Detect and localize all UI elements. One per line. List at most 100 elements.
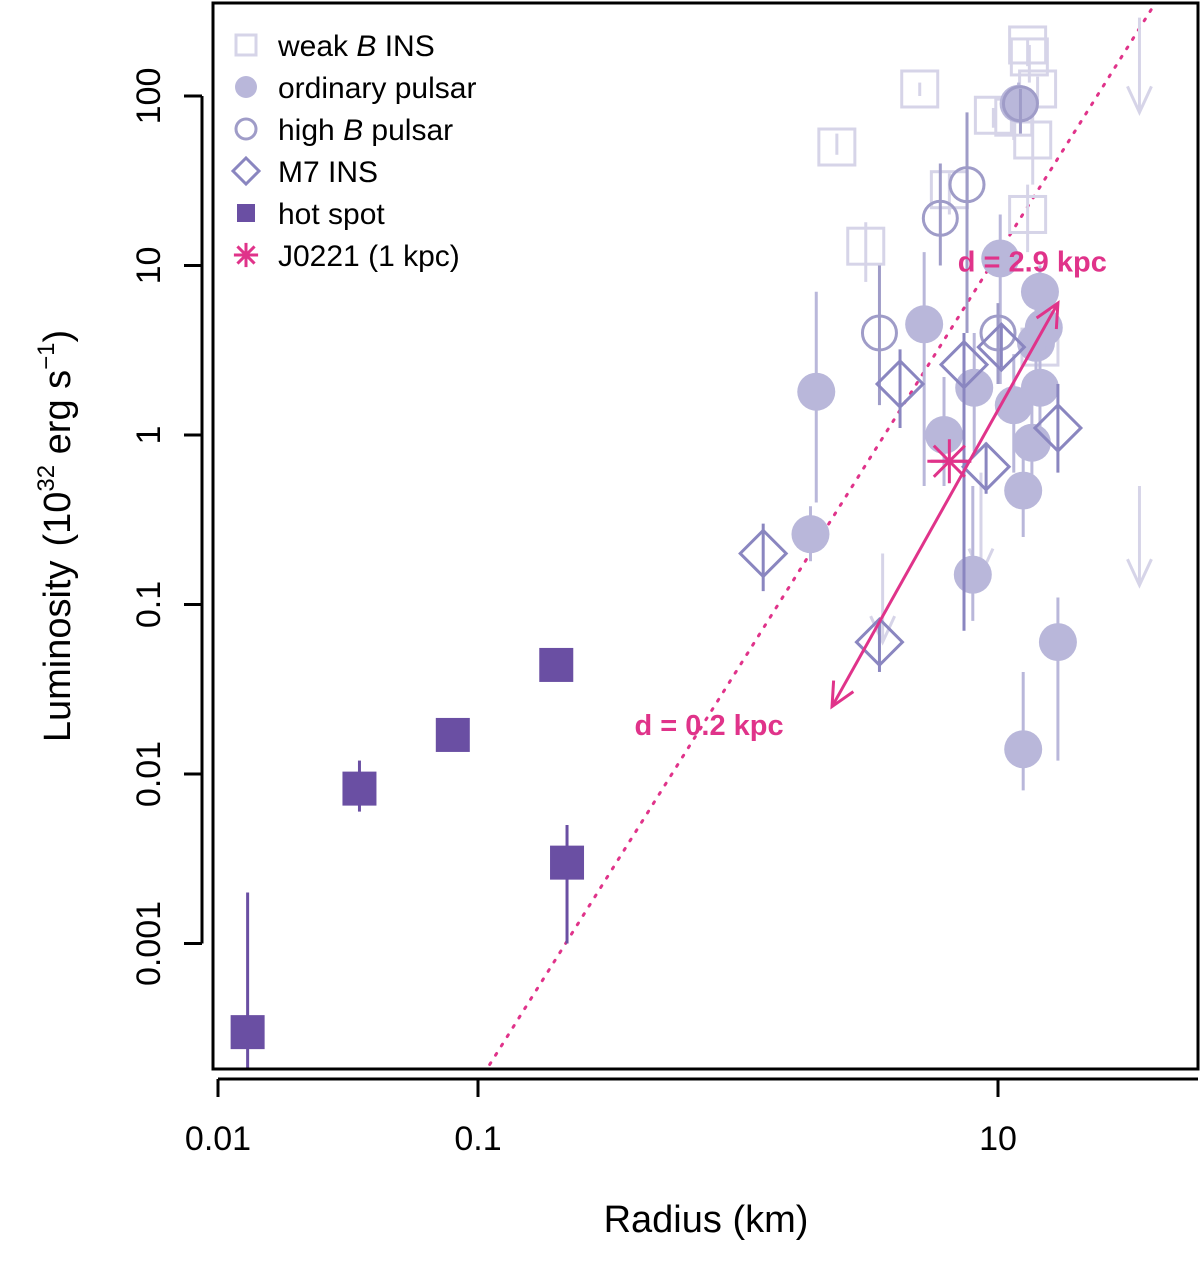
ordinary-pulsar-point xyxy=(953,555,992,594)
ordinary-pulsar-point xyxy=(791,515,830,554)
legend-marker xyxy=(235,76,257,98)
ordinary-pulsar-point xyxy=(955,368,994,407)
legend-label-part: weak xyxy=(277,30,356,63)
ordinary-pulsar-point xyxy=(1012,423,1051,462)
y-tick-label: 1 xyxy=(130,426,168,445)
x-tick-label: 0.01 xyxy=(185,1120,251,1158)
weak-b-ins-point xyxy=(846,226,886,266)
ordinary-pulsar-point xyxy=(925,416,964,454)
m7-ins-point xyxy=(874,358,926,410)
legend-label-part: B xyxy=(356,30,376,63)
high-b-pulsar-point xyxy=(1001,85,1039,123)
y-tick-label: 0.01 xyxy=(130,741,168,807)
legend: weak B INS ordinary pulsar high B pulsar M7… xyxy=(230,30,476,273)
m7-ins-point xyxy=(1032,402,1084,454)
ordinary-pulsar-point xyxy=(797,372,836,411)
weak-b-ins-point xyxy=(1009,37,1049,77)
legend-label-part: INS xyxy=(376,30,434,63)
m7-ins-point xyxy=(854,616,905,668)
legend-label: J0221 (1 kpc) xyxy=(278,240,460,273)
m7-ins-point xyxy=(738,528,789,579)
ordinary-pulsar-point xyxy=(1020,368,1059,407)
weak-b-ins-point xyxy=(900,69,940,109)
y-axis-title-unit-close: ) xyxy=(37,330,79,343)
legend-label-part: hot spot xyxy=(278,198,385,231)
ordinary-pulsar-point xyxy=(1038,623,1077,662)
legend-label-part: B xyxy=(343,114,363,147)
j0221-1-kpc-point-stroke xyxy=(932,444,966,478)
m7-ins-point xyxy=(938,339,990,390)
weak-b-ins-point xyxy=(1013,120,1053,160)
data-points-layer xyxy=(230,17,1153,1069)
distance-label: d = 0.2 kpc xyxy=(635,710,784,742)
distance-label: d = 2.9 kpc xyxy=(958,247,1107,279)
y-axis-title: Luminosity (1032 erg s−1) xyxy=(33,330,79,742)
x-tick-label: 10 xyxy=(979,1120,1017,1158)
legend-item: high B pulsar xyxy=(234,114,453,147)
ordinary-pulsar-point xyxy=(999,84,1038,123)
legend-label: high B pulsar xyxy=(278,114,453,147)
axes-layer: 0.01 0.1 10 0.001 0.01 0.1 1 10 100 xyxy=(130,68,1198,1158)
legend-label-part: high xyxy=(278,114,343,147)
weak-b-ins-upper-limit-head xyxy=(1126,558,1153,589)
x-tick-label: 0.1 xyxy=(454,1120,501,1158)
legend-item: M7 INS xyxy=(230,155,378,189)
legend-marker xyxy=(233,242,259,268)
distance-arrow-head-up xyxy=(1035,300,1060,330)
hot-spot-point xyxy=(435,717,470,752)
weak-b-ins-point xyxy=(1008,194,1048,234)
legend-marker-stroke xyxy=(236,245,256,265)
legend-marker xyxy=(237,204,255,222)
legend-marker xyxy=(234,117,258,141)
high-b-pulsar-point xyxy=(921,199,959,237)
legend-label: ordinary pulsar xyxy=(278,72,476,105)
legend-label-part: ordinary pulsar xyxy=(278,72,476,105)
y-tick-label: 10 xyxy=(130,247,168,285)
high-b-pulsar-point xyxy=(860,314,898,352)
y-tick-label: 0.001 xyxy=(130,901,168,986)
legend-item: weak B INS xyxy=(234,30,435,63)
high-b-pulsar-point xyxy=(979,314,1017,352)
legend-label: M7 INS xyxy=(278,156,378,189)
y-axis-title-exp2: −1 xyxy=(33,342,60,369)
high-b-pulsar-point xyxy=(948,166,986,204)
y-axis-title-unit-open: (10 xyxy=(37,492,79,547)
distance-arrow-head-down xyxy=(830,680,855,710)
hot-spot-point xyxy=(230,1015,265,1050)
legend-label-part: M7 INS xyxy=(278,156,378,189)
hot-spot-point xyxy=(550,845,585,880)
hot-spot-point xyxy=(342,771,377,806)
y-axis-title-exp1: 32 xyxy=(33,465,60,492)
ordinary-pulsar-point xyxy=(981,239,1020,278)
legend-label: hot spot xyxy=(278,198,385,231)
legend-label-part: J0221 (1 kpc) xyxy=(278,240,460,273)
distance-arrow-layer xyxy=(830,300,1060,710)
j0221-1-kpc-point xyxy=(927,439,972,484)
distance-arrow xyxy=(830,302,1060,708)
y-axis-title-unit-mid: erg s xyxy=(37,370,79,465)
ordinary-pulsar-point xyxy=(1004,730,1043,769)
weak-b-ins-point xyxy=(1008,25,1048,65)
legend-marker xyxy=(234,33,258,57)
legend-label-part: pulsar xyxy=(363,114,453,147)
x-axis-title: Radius (km) xyxy=(604,1199,809,1241)
m7-ins-point xyxy=(976,321,1027,373)
annotations-layer: d = 2.9 kpc d = 0.2 kpc xyxy=(635,247,1107,742)
weak-b-ins-point xyxy=(817,127,857,167)
distance-scaling-line xyxy=(485,3,1158,1069)
y-tick-label: 100 xyxy=(130,68,168,125)
legend-item: ordinary pulsar xyxy=(235,72,476,105)
legend-marker xyxy=(230,155,262,187)
distance-line-layer xyxy=(485,3,1158,1069)
ordinary-pulsar-point xyxy=(1004,471,1043,510)
ordinary-pulsar-point xyxy=(905,305,944,344)
ordinary-pulsar-point xyxy=(1020,272,1059,311)
plot-frame xyxy=(211,1,1200,1071)
weak-b-ins-upper-limit-head xyxy=(1126,85,1153,117)
hot-spot-point xyxy=(539,647,574,682)
y-axis-title-main: Luminosity xyxy=(37,561,79,743)
legend-label: weak B INS xyxy=(277,30,435,63)
y-tick-label: 0.1 xyxy=(130,581,168,628)
legend-item: J0221 (1 kpc) xyxy=(233,240,460,273)
